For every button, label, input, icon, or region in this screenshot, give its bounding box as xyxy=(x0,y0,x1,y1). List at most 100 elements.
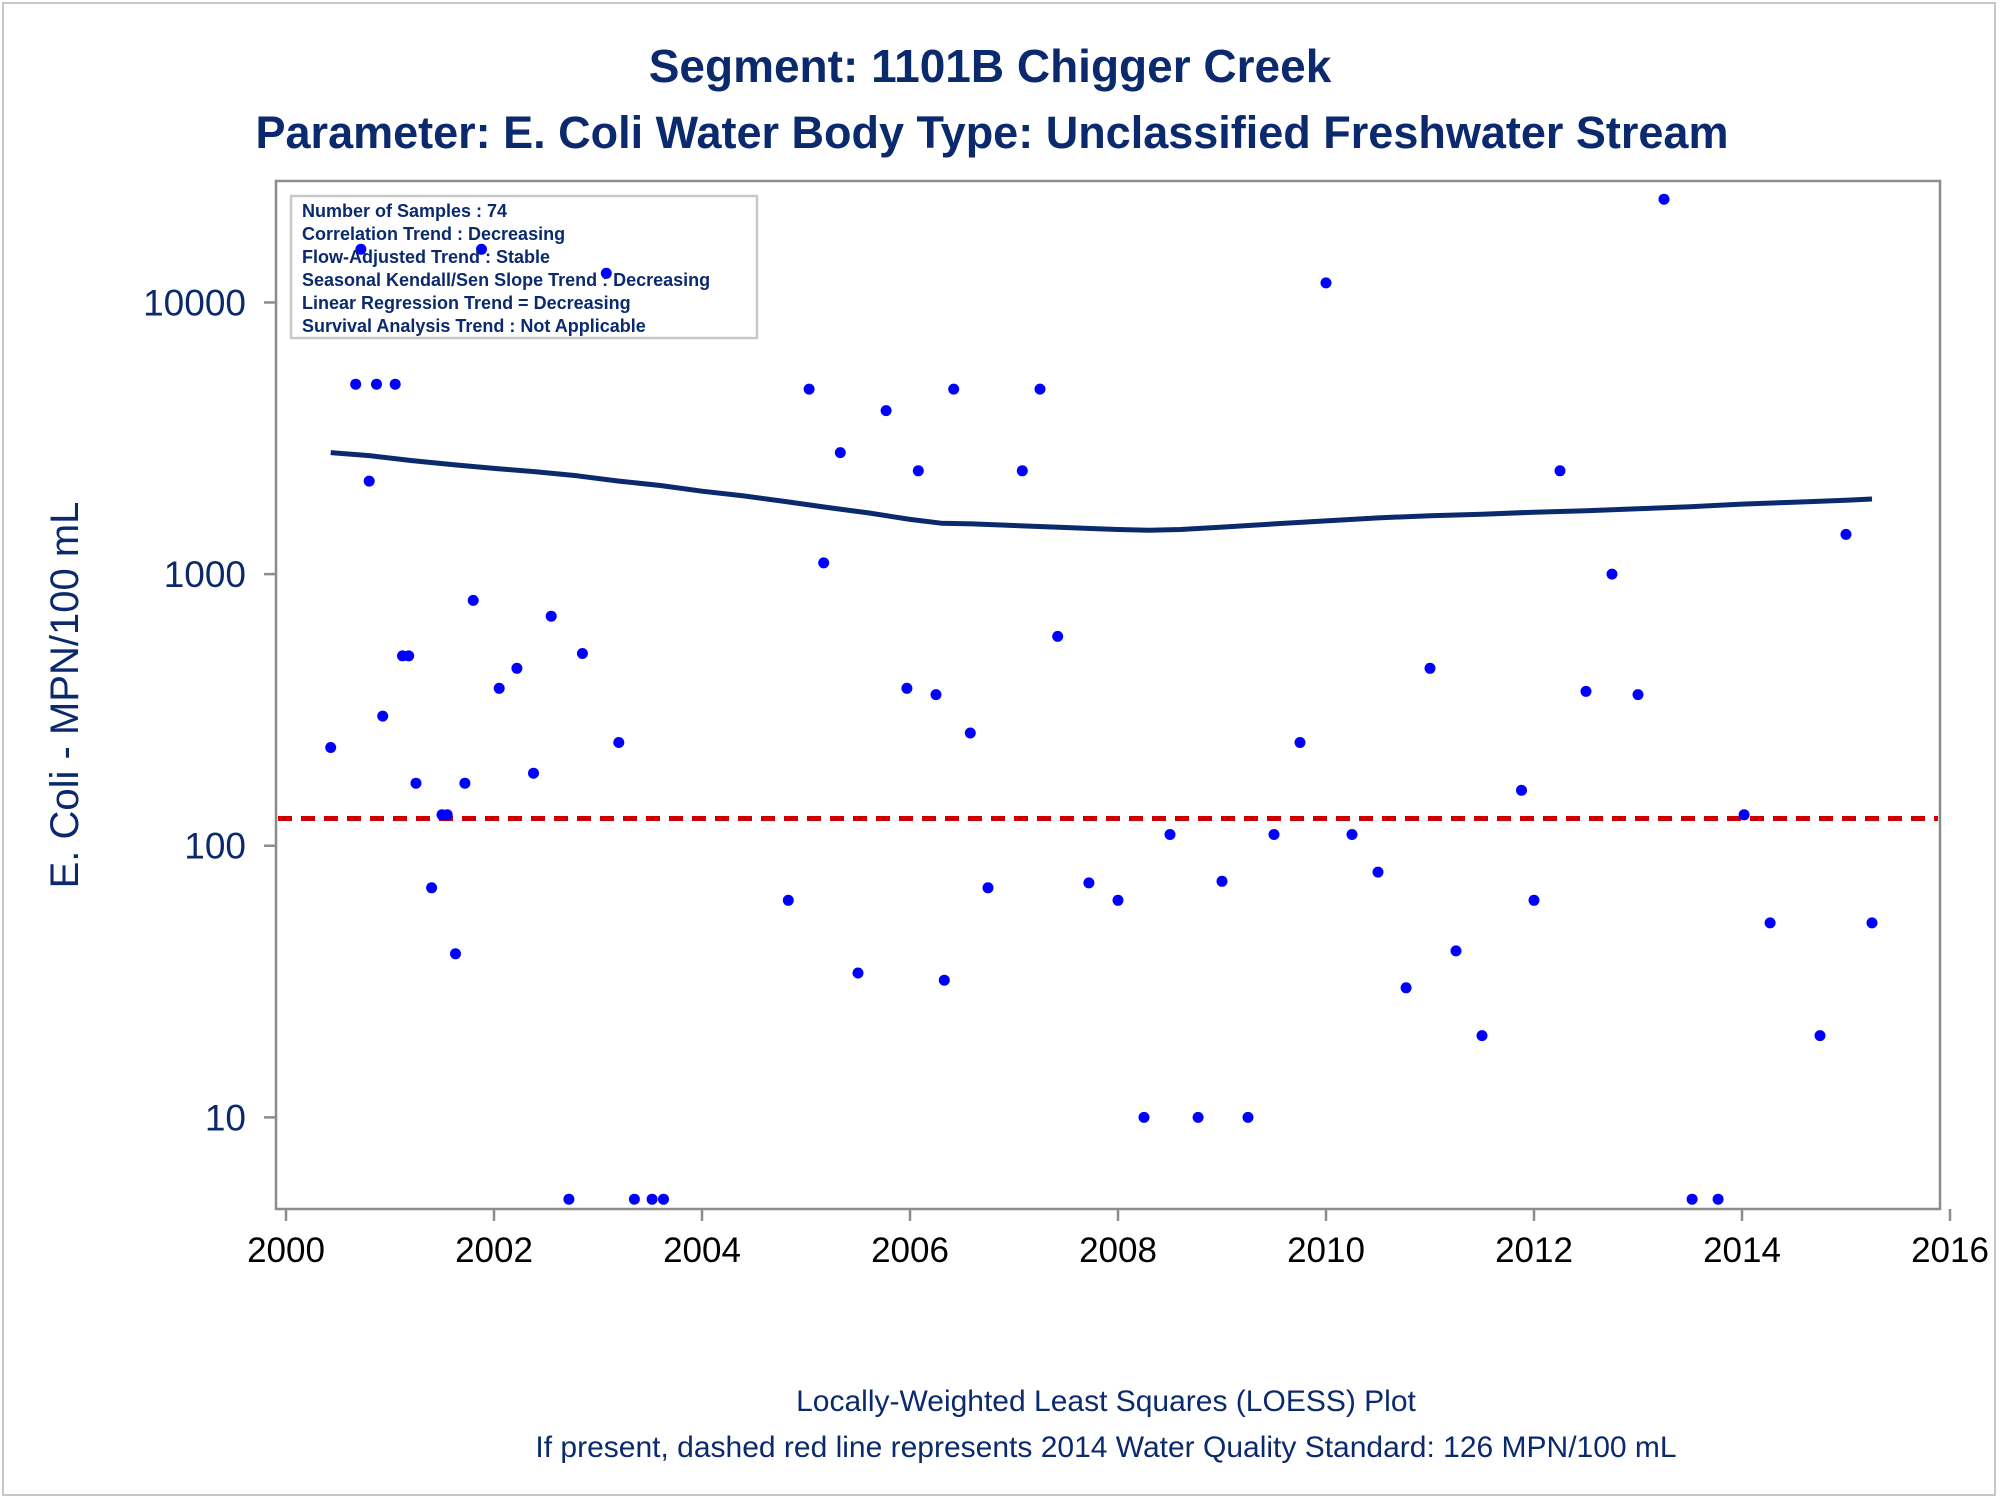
footnote-loess: Locally-Weighted Least Squares (LOESS) P… xyxy=(796,1385,1416,1418)
data-point xyxy=(948,383,960,395)
data-point xyxy=(563,1193,575,1205)
data-point xyxy=(410,777,422,789)
data-point xyxy=(355,243,367,255)
data-point xyxy=(646,1193,658,1205)
data-point xyxy=(1866,917,1878,929)
x-tick-label: 2008 xyxy=(1079,1231,1157,1270)
data-point xyxy=(1658,193,1670,205)
data-point xyxy=(1294,737,1306,748)
data-point xyxy=(658,1193,669,1205)
data-point xyxy=(834,447,846,459)
data-point xyxy=(1192,1111,1204,1123)
y-axis-ticks: 10 100 1000 10000 xyxy=(143,282,276,1138)
data-point xyxy=(1216,875,1228,887)
data-point xyxy=(450,948,461,960)
data-point xyxy=(1450,945,1462,957)
data-point xyxy=(1814,1030,1826,1042)
data-point xyxy=(1242,1111,1254,1123)
y-axis-label: E. Coli - MPN/100 mL xyxy=(43,502,87,889)
data-point xyxy=(441,809,453,821)
x-tick-label: 2014 xyxy=(1703,1231,1781,1270)
data-point xyxy=(350,378,362,390)
data-points xyxy=(325,193,1878,1205)
plot-area xyxy=(274,179,1942,1211)
data-point xyxy=(389,378,401,390)
data-point xyxy=(1606,568,1618,580)
data-point xyxy=(1138,1111,1150,1123)
data-point xyxy=(803,383,815,395)
data-point xyxy=(1164,829,1176,840)
data-point xyxy=(1476,1030,1488,1042)
data-point xyxy=(613,737,625,748)
data-point xyxy=(1372,866,1384,878)
data-point xyxy=(371,378,382,390)
data-point xyxy=(476,243,487,255)
data-point xyxy=(1400,982,1412,994)
x-tick-label: 2006 xyxy=(871,1231,949,1270)
data-point xyxy=(938,974,950,986)
stats-line-seasonal-kendall: Seasonal Kendall/Sen Slope Trend : Decre… xyxy=(302,270,710,290)
y-tick-label: 10000 xyxy=(143,282,246,323)
x-tick-label: 2000 xyxy=(247,1231,325,1270)
data-point xyxy=(600,267,612,279)
stats-box: Number of Samples : 74 Correlation Trend… xyxy=(289,194,759,340)
x-axis-ticks: 2000 2002 2004 2006 2008 2010 2012 2014 2016 xyxy=(247,1209,1989,1270)
data-point xyxy=(982,882,994,894)
data-point xyxy=(467,594,479,606)
data-point xyxy=(511,662,523,674)
stats-line-survival: Survival Analysis Trend : Not Applicable xyxy=(302,316,646,336)
data-point xyxy=(576,648,588,659)
stats-line-linear-regression: Linear Regression Trend = Decreasing xyxy=(302,293,631,313)
stats-line-correlation: Correlation Trend : Decreasing xyxy=(302,224,565,244)
data-point xyxy=(880,405,892,417)
data-point xyxy=(1052,630,1064,642)
data-point xyxy=(493,682,505,694)
data-point xyxy=(1516,784,1527,796)
y-tick-label: 100 xyxy=(184,826,246,867)
data-point xyxy=(426,882,438,894)
data-point xyxy=(1424,662,1436,674)
x-tick-label: 2004 xyxy=(663,1231,741,1270)
loess-curve xyxy=(330,450,1873,533)
data-point xyxy=(1554,465,1566,477)
data-point xyxy=(1738,809,1750,821)
data-point xyxy=(363,475,375,487)
data-point xyxy=(1268,829,1280,840)
data-point xyxy=(964,727,976,739)
chart-title: Segment: 1101B Chigger Creek xyxy=(649,40,1332,92)
stats-box-border xyxy=(289,194,759,340)
data-point xyxy=(628,1193,640,1205)
x-tick-label: 2002 xyxy=(455,1231,533,1270)
footnote-standard: If present, dashed red line represents 2… xyxy=(535,1431,1676,1464)
data-point xyxy=(403,650,415,662)
data-point xyxy=(1083,877,1095,889)
data-point xyxy=(1528,894,1540,906)
y-tick-label: 1000 xyxy=(164,554,246,595)
data-point xyxy=(930,689,942,701)
data-point xyxy=(325,742,337,753)
data-point xyxy=(1632,689,1644,701)
data-point xyxy=(901,682,913,694)
data-point xyxy=(1840,528,1852,540)
data-point xyxy=(1580,685,1592,697)
x-tick-label: 2012 xyxy=(1495,1231,1573,1270)
x-tick-label: 2010 xyxy=(1287,1231,1365,1270)
data-point xyxy=(1686,1193,1698,1205)
data-point xyxy=(782,894,794,906)
stats-line-samples: Number of Samples : 74 xyxy=(302,201,507,221)
stats-line-flow-adjusted: Flow-Adjusted Trend : Stable xyxy=(302,247,550,267)
data-point xyxy=(1346,829,1358,840)
chart-subtitle: Parameter: E. Coli Water Body Type: Uncl… xyxy=(256,107,1729,158)
data-point xyxy=(1712,1193,1724,1205)
x-tick-label: 2016 xyxy=(1911,1231,1989,1270)
data-point xyxy=(1764,917,1776,929)
data-point xyxy=(912,465,924,477)
data-point xyxy=(1034,383,1046,395)
data-point xyxy=(1112,894,1124,906)
data-point xyxy=(1016,465,1028,477)
data-point xyxy=(545,610,557,622)
data-point xyxy=(1320,277,1332,289)
data-point xyxy=(459,777,471,789)
data-point xyxy=(818,557,830,569)
